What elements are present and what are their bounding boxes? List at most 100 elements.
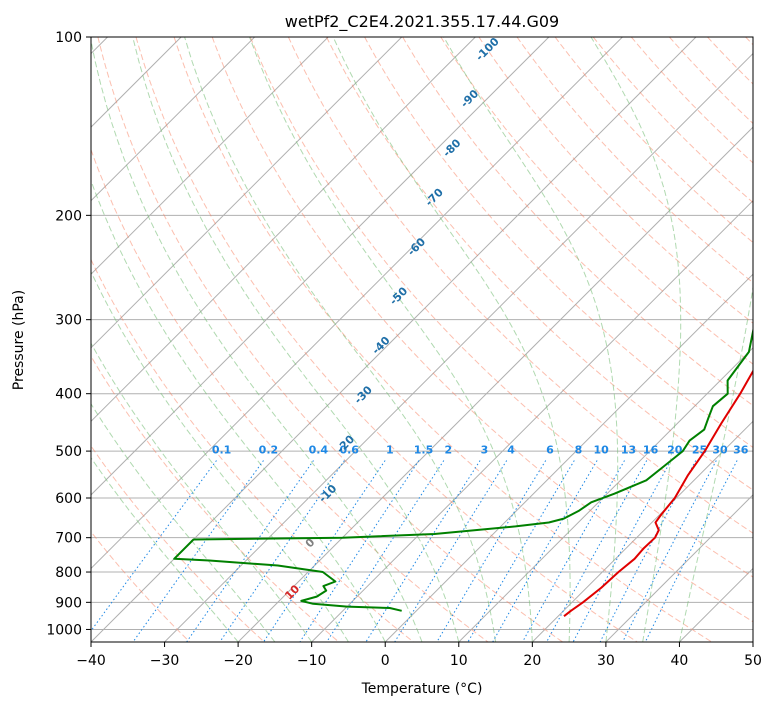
y-tick-label: 500 [55, 444, 82, 460]
dry-adiabat-line [707, 37, 753, 85]
mixing-ratio-line [263, 460, 386, 642]
isotherm-label: -10 [316, 482, 339, 505]
isotherm-gridline [458, 347, 753, 642]
dry-adiabat-line [440, 37, 753, 365]
mixing-ratio-label: 30 [712, 444, 728, 457]
mixing-ratio-label: 16 [643, 444, 659, 457]
temperature-profile-line [563, 369, 753, 617]
isotherm-gridline [91, 37, 329, 275]
dry-adiabat-line [516, 37, 753, 284]
moist-adiabat-line [184, 37, 497, 642]
mixing-ratio-label: 36 [733, 444, 749, 457]
isotherm-gridline [752, 641, 753, 642]
dry-adiabat-line [249, 37, 753, 578]
chart-title: wetPf2_C2E4.2021.355.17.44.G09 [285, 12, 559, 32]
dry-adiabat-line [745, 37, 753, 46]
x-tick-label: −20 [223, 653, 253, 669]
mixing-ratio-line [572, 460, 672, 642]
mixing-ratio-label: 3 [481, 444, 489, 457]
mixing-ratio-label: 0.2 [259, 444, 279, 457]
dry-adiabat-line [211, 37, 753, 623]
mixing-ratio-line [492, 460, 598, 642]
dry-adiabat-line [91, 530, 191, 642]
x-tick-label: −40 [76, 653, 106, 669]
isotherm-gridline [91, 37, 550, 496]
mixing-ratio-label: 0.6 [339, 444, 359, 457]
mixing-ratio-label: 1 [386, 444, 394, 457]
x-tick-label: −10 [297, 653, 327, 669]
x-tick-label: 40 [671, 653, 689, 669]
isotherm-gridline [91, 37, 256, 202]
plot-area: 0.1 0.2 0.4 0.6 1 1.5 2 3 4 6 8 10 13 16 20 25 30 36-100-… [91, 35, 753, 642]
mixing-ratio-line [186, 460, 314, 642]
dry-adiabat-line [554, 37, 753, 244]
mixing-ratio-label: 2 [444, 444, 452, 457]
mixing-ratio-line [326, 460, 445, 642]
mixing-ratio-label: 8 [575, 444, 583, 457]
mixing-ratio-line [132, 460, 264, 642]
mixing-ratio-line [467, 460, 575, 642]
isotherm-label: -100 [473, 35, 502, 64]
x-axis-label: Temperature (°C) [361, 681, 483, 697]
isotherm-gridline [605, 494, 753, 642]
dry-adiabat-line [91, 355, 340, 642]
mixing-ratio-line [436, 460, 547, 642]
y-tick-label: 100 [55, 30, 82, 46]
mixing-ratio-line [299, 460, 420, 642]
isotherm-gridline [91, 37, 476, 423]
isotherm-gridline [164, 52, 753, 642]
dewpoint-profile-line [173, 326, 753, 612]
y-tick-label: 600 [55, 491, 82, 507]
mixing-ratio-line [365, 460, 481, 642]
isotherm-gridline [679, 567, 753, 642]
isotherm-gridline [311, 199, 753, 642]
moist-adiabat-line [91, 402, 276, 642]
dry-adiabat-line [173, 37, 713, 642]
moist-adiabat-line [91, 456, 239, 642]
y-tick-label: 200 [55, 208, 82, 224]
isotherm-label: 10 [282, 582, 302, 602]
mixing-ratio-label: 1.5 [414, 444, 434, 457]
x-tick-label: 20 [523, 653, 541, 669]
isotherm-label: -40 [369, 334, 392, 357]
mixing-ratio-line [644, 460, 738, 642]
y-tick-label: 1000 [46, 622, 82, 638]
y-tick-label: 300 [55, 313, 82, 329]
moist-adiabat-line [590, 37, 682, 642]
isotherm-gridline [91, 37, 403, 349]
dry-adiabat-line [135, 37, 638, 642]
moist-adiabat-line [91, 270, 349, 642]
moist-adiabat-line [332, 37, 571, 642]
dry-adiabat-line [91, 258, 414, 642]
mixing-ratio-label: 0.4 [309, 444, 329, 457]
y-tick-label: 900 [55, 595, 82, 611]
axes: −40 −30 −20 −10 0 10 20 30 40 5010020030040050060… [46, 30, 762, 669]
moist-adiabat-line [91, 342, 313, 642]
y-axis-label: Pressure (hPa) [11, 290, 27, 390]
moist-adiabat-line [132, 37, 460, 642]
x-tick-label: 50 [744, 653, 762, 669]
isotherm-label: -30 [352, 383, 375, 406]
x-tick-label: 10 [450, 653, 468, 669]
dry-adiabat-line [669, 37, 753, 125]
dry-adiabat-line [364, 37, 753, 449]
moist-adiabat-line [249, 37, 533, 642]
dry-adiabat-line [91, 148, 489, 642]
dry-adiabat-line [630, 37, 753, 164]
dry-adiabat-line [97, 37, 563, 642]
isotherm-label: -80 [440, 136, 463, 159]
mixing-ratio-line [546, 460, 648, 642]
isotherm-label: -70 [423, 186, 446, 209]
mixing-ratio-line [522, 460, 625, 642]
dry-adiabat-line [592, 37, 753, 204]
isotherm-gridline [384, 273, 753, 642]
dry-adiabat-line [91, 445, 265, 642]
y-tick-label: 800 [55, 565, 82, 581]
isotherm-label: -60 [405, 235, 428, 258]
x-tick-label: −30 [150, 653, 180, 669]
mixing-ratio-label: 13 [621, 444, 636, 457]
mixing-ratio-line [219, 460, 345, 642]
dry-adiabat-line [402, 37, 753, 407]
moist-adiabat-line [91, 179, 386, 642]
